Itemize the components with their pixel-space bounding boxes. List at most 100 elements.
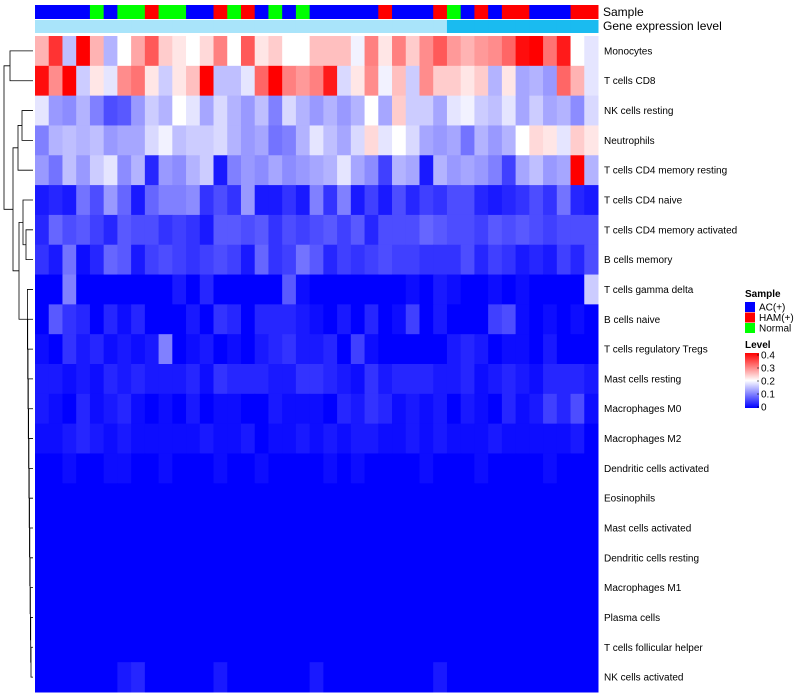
heatmap-cell [529, 542, 544, 574]
heatmap-cell [529, 155, 544, 186]
expression-annotation-cell [62, 20, 77, 33]
level-legend: Level 0.4 0.3 0.2 0.1 0 [745, 340, 775, 414]
sample-annotation-cell [309, 5, 324, 19]
heatmap-cell [433, 513, 448, 544]
heatmap-cell [295, 274, 311, 305]
heatmap-cell [474, 602, 489, 633]
heatmap-cell [405, 662, 420, 693]
heatmap-cell [570, 95, 585, 126]
heatmap-cell [158, 185, 173, 216]
expression-annotation-cell [474, 20, 489, 33]
heatmap-cell [488, 602, 503, 633]
heatmap-cell [227, 274, 242, 305]
heatmap-cell [488, 393, 503, 425]
heatmap-cell [268, 483, 283, 514]
heatmap-cell [378, 513, 393, 544]
heatmap-cell [529, 662, 544, 693]
heatmap-cell [158, 304, 173, 335]
heatmap-cell [282, 65, 297, 97]
heatmap-cell [199, 244, 215, 276]
heatmap-cell [172, 36, 187, 67]
heatmap-cell [213, 334, 228, 365]
heatmap-cell [405, 304, 420, 335]
heatmap-cell [488, 155, 503, 186]
heatmap-cell [144, 274, 160, 305]
heatmap-cell [172, 542, 187, 574]
heatmap-cell [172, 602, 187, 633]
heatmap-cell [117, 304, 132, 335]
heatmap-cell [309, 95, 324, 126]
heatmap-cell [186, 304, 201, 335]
heatmap-cell [350, 632, 366, 663]
heatmap-cell [529, 393, 544, 425]
heatmap-cell [474, 274, 489, 305]
heatmap-cell [584, 244, 599, 276]
heatmap-cell [378, 542, 393, 574]
heatmap-cell [199, 662, 215, 693]
heatmap-cell [584, 274, 599, 305]
heatmap-cell [556, 214, 572, 246]
heatmap-cell [350, 513, 366, 544]
heatmap-cell [433, 155, 448, 186]
heatmap-cell [378, 453, 393, 484]
heatmap-cell [186, 572, 201, 604]
heatmap-cell [433, 36, 448, 67]
sample-annotation-cell [48, 5, 63, 19]
heatmap-cell [474, 334, 489, 365]
heatmap-cell [268, 423, 283, 454]
heatmap-cell [295, 542, 311, 574]
heatmap-cell [213, 65, 228, 97]
heatmap-cell [117, 125, 132, 156]
heatmap-cell [337, 662, 352, 693]
heatmap-cell [117, 513, 132, 544]
expression-annotation-cell [254, 20, 269, 33]
heatmap-cell [213, 632, 228, 663]
heatmap-cell [144, 334, 160, 365]
heatmap-cell [62, 483, 77, 514]
heatmap-cell [446, 274, 462, 305]
heatmap-cell [103, 65, 118, 97]
sample-annotation-cell [186, 5, 201, 19]
heatmap-cell [227, 304, 242, 335]
heatmap-cell [309, 542, 324, 574]
heatmap-cell [488, 453, 503, 484]
heatmap-cell [35, 274, 50, 305]
heatmap-cell [529, 304, 544, 335]
heatmap-cell [556, 185, 572, 216]
heatmap-cell [213, 185, 228, 216]
heatmap-cell [433, 662, 448, 693]
heatmap-cell [158, 155, 173, 186]
heatmap-cell [295, 185, 311, 216]
heatmap-cell [35, 155, 50, 186]
heatmap-cell [213, 572, 228, 604]
heatmap-cell [282, 483, 297, 514]
heatmap-cell [76, 36, 91, 67]
expression-annotation-cell [446, 20, 462, 33]
heatmap-cell [474, 244, 489, 276]
heatmap-cell [35, 244, 50, 276]
heatmap-cell [131, 274, 146, 305]
heatmap-cell [144, 542, 160, 574]
heatmap-cell [405, 483, 420, 514]
row-label: T cells CD4 memory activated [604, 225, 737, 236]
heatmap-cell [131, 214, 146, 246]
heatmap-cell [378, 304, 393, 335]
heatmap-cell [268, 542, 283, 574]
heatmap-cell [103, 364, 118, 395]
heatmap-cell [48, 393, 63, 425]
heatmap-cell [309, 483, 324, 514]
heatmap-cell [323, 572, 338, 604]
heatmap-cell [364, 65, 379, 97]
heatmap-cell [350, 572, 366, 604]
heatmap-cell [254, 65, 269, 97]
heatmap-cell [392, 274, 407, 305]
heatmap-cell [295, 662, 311, 693]
heatmap-cell [378, 65, 393, 97]
heatmap-cell [460, 632, 475, 663]
heatmap-cell [350, 393, 366, 425]
heatmap-cell [48, 513, 63, 544]
heatmap-cell [295, 304, 311, 335]
heatmap-cell [337, 304, 352, 335]
heatmap-cell [460, 483, 475, 514]
heatmap-cell [556, 95, 572, 126]
